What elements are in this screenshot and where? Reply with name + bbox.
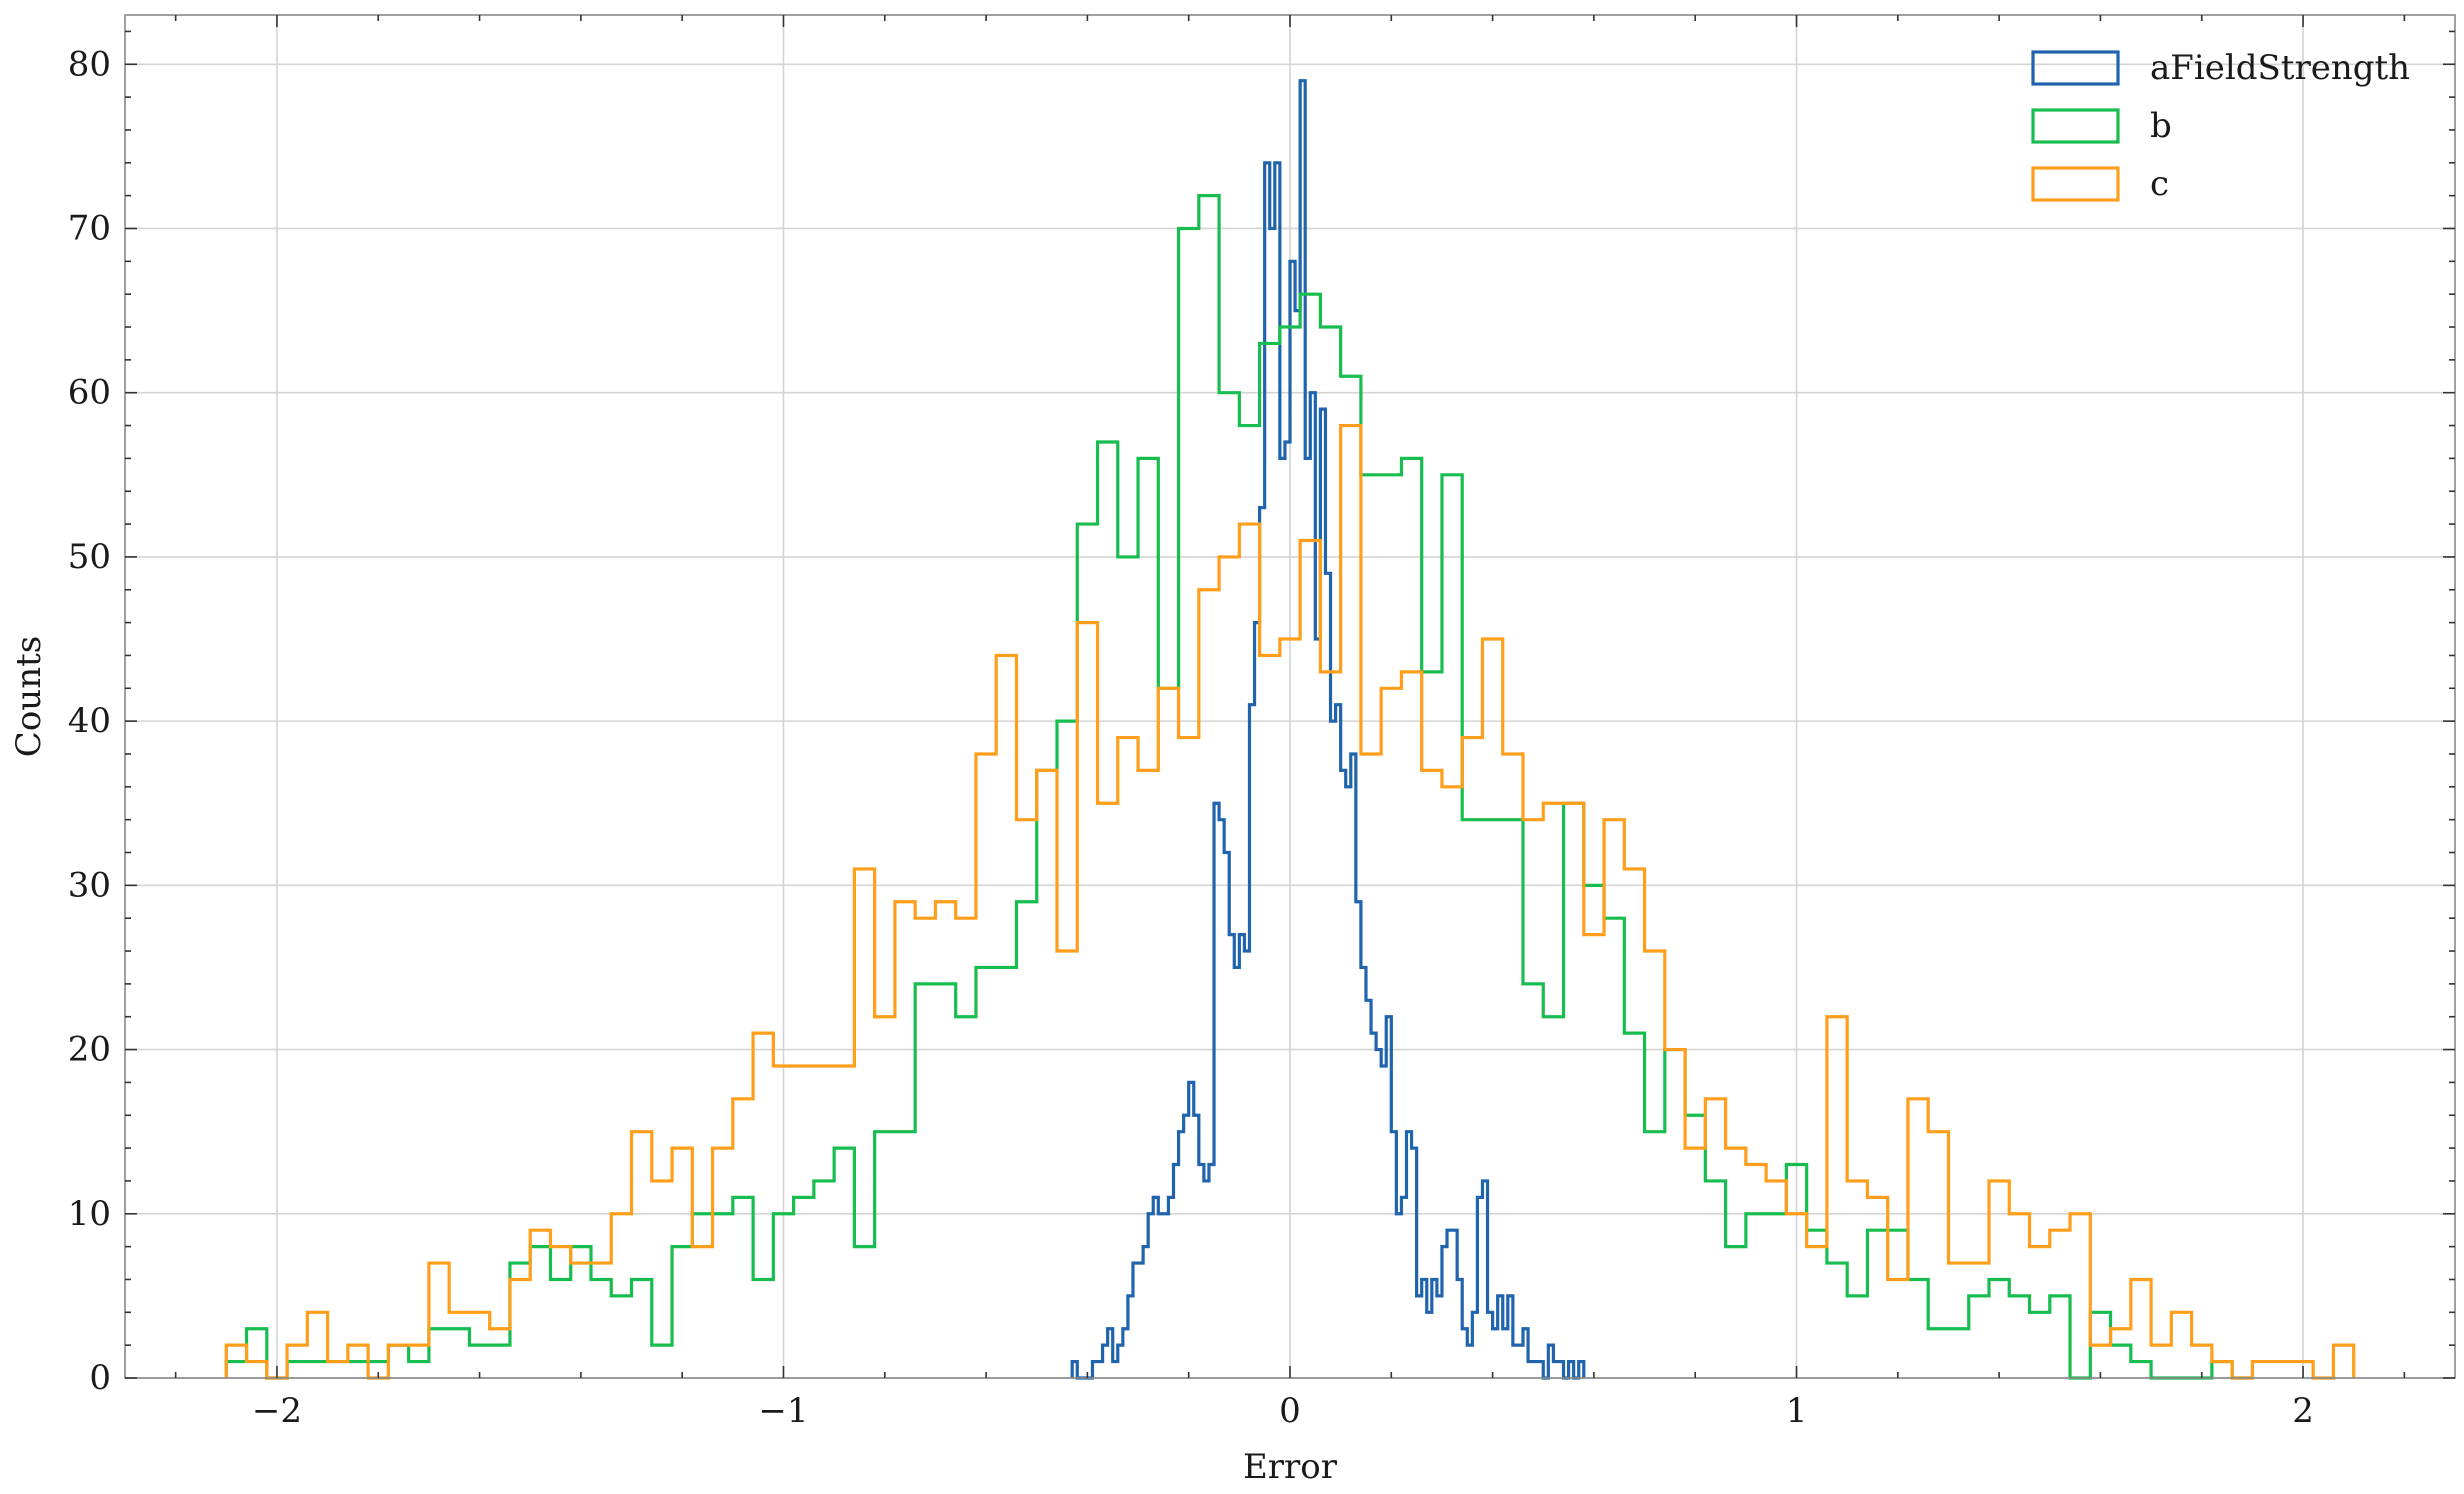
y-axis-title: Counts	[9, 636, 49, 757]
x-tick-label: −2	[252, 1391, 302, 1431]
y-tick-labels: 0 10 20 30 40 50 60 70 80	[68, 44, 111, 1398]
y-tick-label: 10	[68, 1194, 111, 1234]
y-tick-label: 0	[89, 1358, 111, 1398]
legend: aFieldStrength bc	[2031, 48, 2410, 204]
x-tick-label: −1	[758, 1391, 808, 1431]
legend-swatch	[2031, 108, 2120, 144]
y-tick-label: 20	[68, 1030, 111, 1070]
x-tick-label: 1	[1786, 1391, 1808, 1431]
legend-label: aFieldStrength	[2150, 48, 2410, 88]
y-tick-label: 50	[68, 537, 111, 577]
y-tick-label: 70	[68, 208, 111, 248]
axis-ticks	[125, 15, 2455, 1379]
legend-label: c	[2150, 164, 2169, 204]
legend-label: b	[2150, 106, 2172, 146]
series-0-step-outline	[1070, 79, 1586, 1380]
series-2-step-outline	[224, 423, 2356, 1380]
y-tick-label: 30	[68, 865, 111, 905]
histogram-series	[224, 79, 2356, 1380]
y-tick-label: 80	[68, 44, 111, 84]
y-tick-label: 40	[68, 701, 111, 741]
x-tick-labels: −2 −1 0 1 2	[252, 1391, 2314, 1431]
x-axis-title: Error	[1243, 1447, 1338, 1487]
x-tick-label: 2	[2292, 1391, 2314, 1431]
legend-swatch	[2031, 166, 2120, 202]
y-tick-label: 60	[68, 373, 111, 413]
x-tick-label: 0	[1279, 1391, 1301, 1431]
legend-swatch	[2031, 50, 2120, 86]
